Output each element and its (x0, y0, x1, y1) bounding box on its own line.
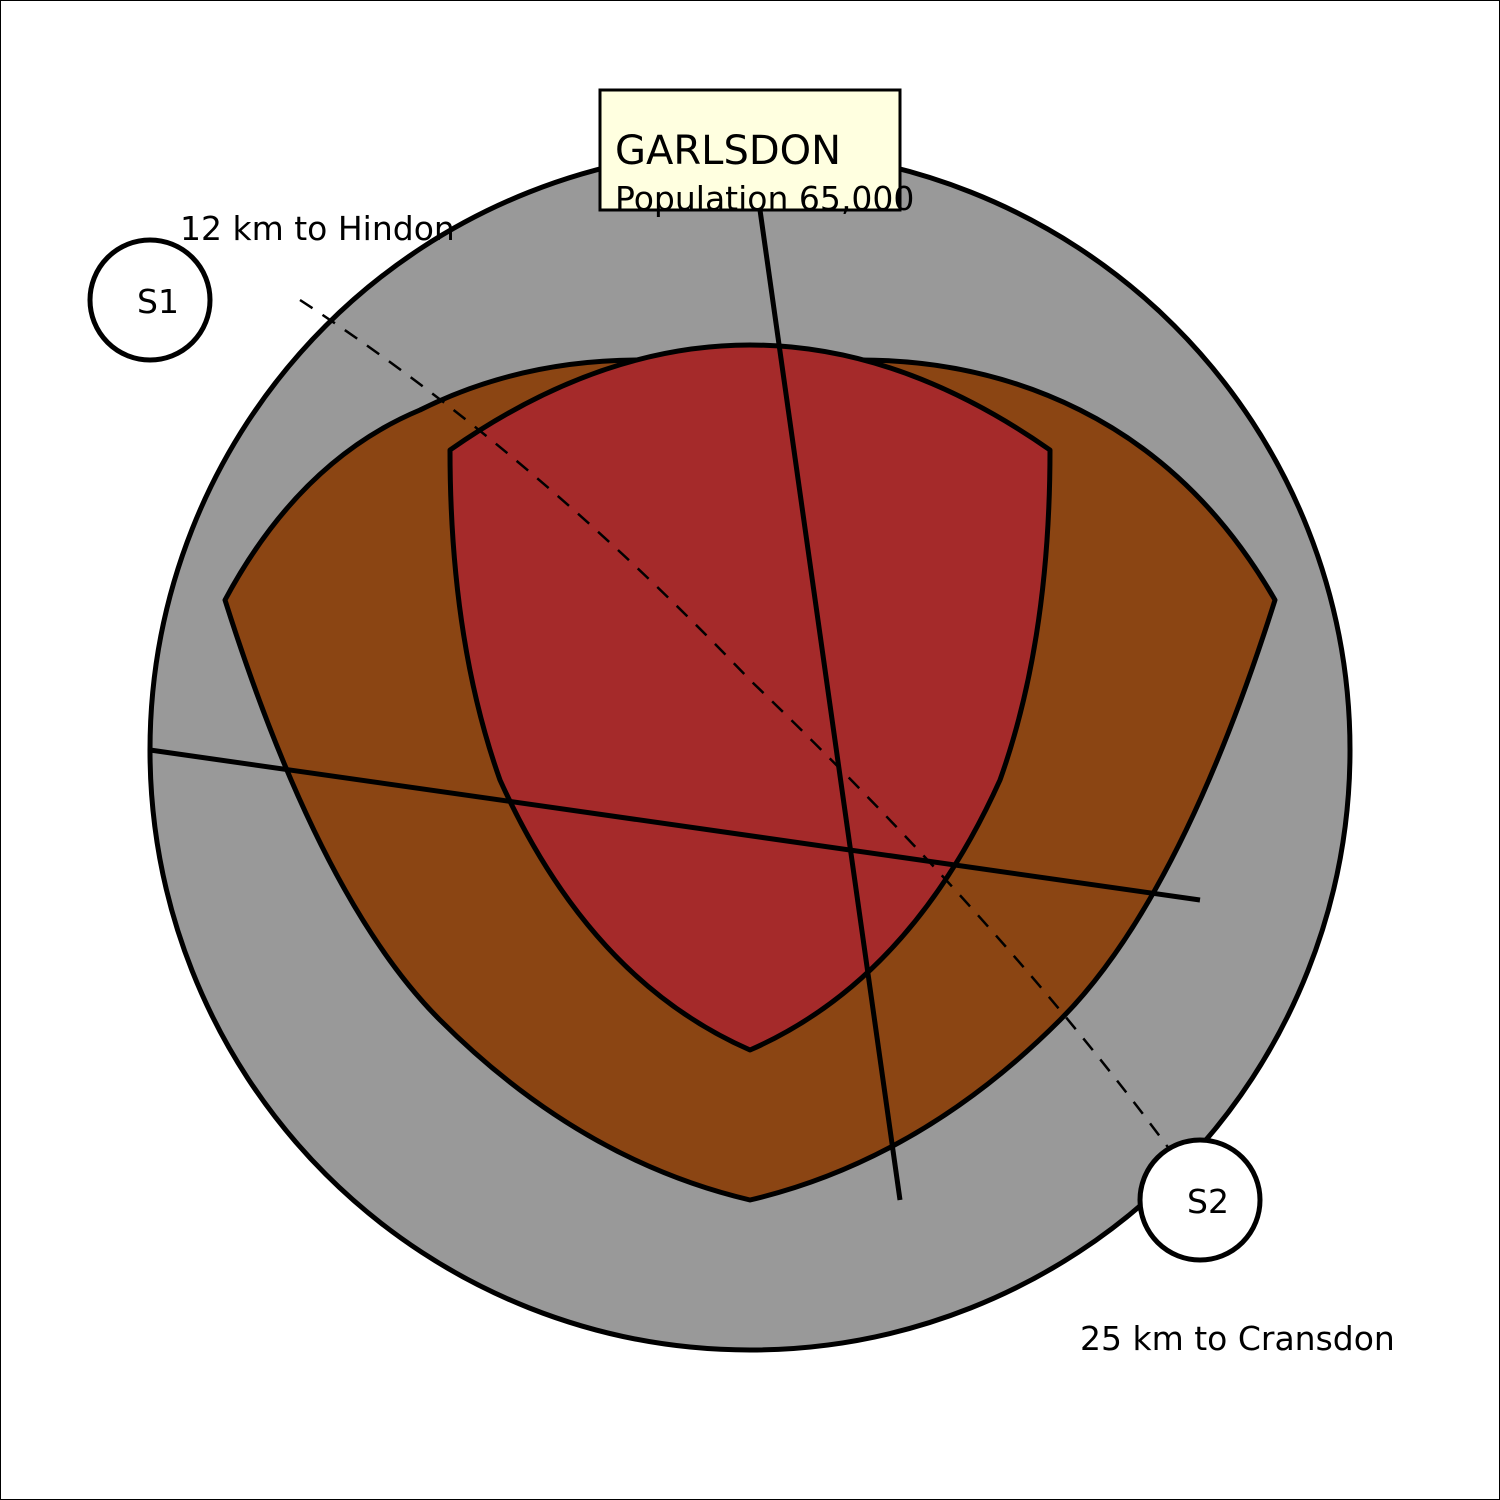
settlement-s1-distance: 12 km to Hindon (180, 209, 455, 248)
settlement-s1: S1 (87, 237, 213, 363)
main-road-north-south (757, 209, 903, 1201)
town-label-box (598, 88, 902, 212)
settlement-s2-label: S2 (1187, 1182, 1229, 1221)
settlement-s1-marker (87, 237, 213, 363)
town-population: Population 65,000 (615, 179, 914, 218)
main-road-west-east (149, 747, 1201, 903)
route-s1-s2 (299, 298, 1172, 1151)
town-label: GARLSDON Population 65,000 (598, 88, 914, 218)
core-zone (447, 342, 1053, 1053)
settlement-s1-label: S1 (137, 282, 179, 321)
town-name: GARLSDON (615, 128, 841, 174)
settlement-s2-marker (1137, 1137, 1263, 1263)
settlement-s2: S2 (1137, 1137, 1263, 1263)
settlement-s2-distance: 25 km to Cransdon (1080, 1319, 1395, 1358)
